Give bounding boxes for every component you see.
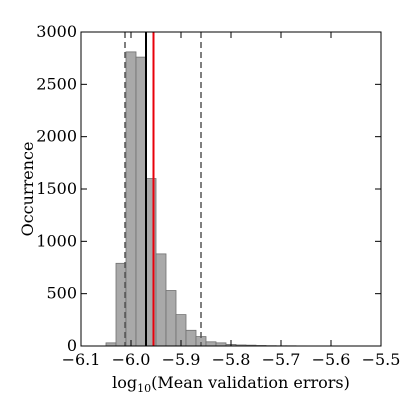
y-tick-label: 2000 [36, 127, 77, 146]
y-tick-label: 1500 [36, 179, 77, 198]
histogram-bar-6 [165, 290, 177, 347]
histogram-bar-10 [205, 341, 217, 347]
x-tick-label: −5.9 [162, 350, 201, 369]
histogram-bar-3 [135, 56, 147, 347]
x-axis-label: log10(Mean validation errors) [112, 373, 350, 395]
x-tick-label: −5.8 [212, 350, 251, 369]
y-tick-label: 500 [46, 284, 77, 303]
x-tick-label: −5.7 [262, 350, 301, 369]
y-tick-label: 0 [67, 336, 77, 355]
histogram-bar-5 [155, 253, 167, 347]
y-tick-label: 1000 [36, 231, 77, 250]
x-tick-label: −5.5 [362, 350, 401, 369]
y-tick-label: 2500 [36, 74, 77, 93]
x-axis-ticks: −6.1 −6.0 −5.9 −5.8 −5.7 −5.6 −5.5 [62, 32, 401, 369]
x-tick-label: −6.1 [62, 350, 101, 369]
y-tick-label: 3000 [36, 22, 77, 41]
histogram-bars [105, 51, 307, 347]
y-axis-label: Occurrence [18, 142, 37, 237]
y-axis-ticks: 0 500 1000 1500 2000 2500 3000 [36, 22, 381, 355]
histogram-bar-8 [185, 329, 197, 347]
x-tick-label: −6.0 [112, 350, 151, 369]
reference-lines [124, 32, 202, 346]
x-tick-label: −5.6 [312, 350, 351, 369]
histogram-bar-2 [125, 51, 137, 347]
